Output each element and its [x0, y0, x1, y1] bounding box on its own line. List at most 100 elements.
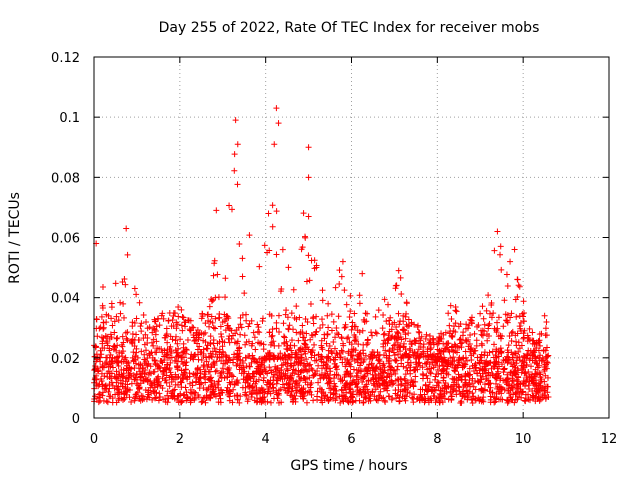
data-point — [483, 307, 490, 314]
data-point — [209, 388, 216, 395]
data-point — [413, 363, 420, 370]
y-tick-label: 0 — [72, 412, 80, 427]
data-point — [316, 385, 323, 392]
data-point — [455, 361, 462, 368]
data-point — [402, 377, 409, 384]
data-point — [97, 324, 104, 331]
data-point — [104, 399, 111, 406]
data-point — [268, 339, 275, 346]
data-point — [130, 349, 137, 356]
data-point — [122, 384, 129, 391]
data-point — [283, 380, 290, 387]
data-point — [492, 374, 499, 381]
data-point — [183, 389, 190, 396]
data-point — [324, 331, 331, 338]
data-point — [249, 370, 256, 377]
data-point — [187, 317, 194, 324]
data-point — [203, 345, 210, 352]
data-point — [158, 358, 165, 365]
data-point — [339, 359, 346, 366]
data-point — [433, 395, 440, 402]
data-point — [242, 341, 249, 348]
data-point — [334, 330, 341, 337]
data-point — [437, 387, 444, 394]
data-point — [520, 298, 527, 305]
data-point — [514, 276, 521, 283]
data-point — [514, 293, 521, 300]
data-point — [202, 320, 209, 327]
data-point — [269, 223, 276, 230]
data-point — [252, 346, 259, 353]
data-point — [307, 336, 314, 343]
data-point — [381, 378, 388, 385]
data-point — [156, 390, 163, 397]
data-point — [243, 392, 250, 399]
data-point — [486, 388, 493, 395]
data-point — [466, 340, 473, 347]
data-point — [356, 292, 363, 299]
data-point — [398, 336, 405, 343]
data-point — [210, 324, 217, 331]
data-point — [123, 225, 130, 232]
data-point — [395, 351, 402, 358]
data-point — [131, 376, 138, 383]
data-point — [105, 312, 112, 319]
data-point — [403, 300, 410, 307]
data-point — [169, 388, 176, 395]
data-point — [529, 357, 536, 364]
data-point — [182, 362, 189, 369]
data-point — [136, 299, 143, 306]
data-point — [310, 397, 317, 404]
data-point — [98, 370, 105, 377]
data-point — [272, 366, 279, 373]
data-point — [508, 338, 515, 345]
data-point — [302, 316, 309, 323]
data-point — [111, 329, 118, 336]
data-point — [308, 354, 315, 361]
data-point — [259, 397, 266, 404]
data-point — [388, 326, 395, 333]
data-point — [508, 349, 515, 356]
data-point — [408, 341, 415, 348]
data-point — [473, 364, 480, 371]
data-point — [251, 334, 258, 341]
data-point — [333, 350, 340, 357]
data-point — [121, 391, 128, 398]
data-point — [397, 388, 404, 395]
data-point — [422, 335, 429, 342]
data-point — [509, 328, 516, 335]
data-point — [285, 388, 292, 395]
data-point — [311, 257, 318, 264]
data-point — [208, 313, 215, 320]
data-point — [195, 394, 202, 401]
data-point — [120, 314, 127, 321]
data-point — [227, 388, 234, 395]
data-point — [440, 331, 447, 338]
data-point — [343, 361, 350, 368]
data-point — [477, 396, 484, 403]
data-point — [123, 358, 130, 365]
data-point — [417, 391, 424, 398]
data-point — [224, 322, 231, 329]
y-tick-label: 0.12 — [51, 51, 80, 66]
data-point — [395, 330, 402, 337]
data-point — [476, 378, 483, 385]
data-point — [319, 287, 326, 294]
data-point — [207, 341, 214, 348]
data-point — [442, 380, 449, 387]
data-point — [330, 339, 337, 346]
data-point — [319, 321, 326, 328]
data-point — [330, 386, 337, 393]
data-point — [354, 356, 361, 363]
data-point — [478, 331, 485, 338]
data-point — [375, 371, 382, 378]
data-point — [414, 324, 421, 331]
data-point — [217, 330, 224, 337]
data-point — [269, 202, 276, 209]
x-tick-label: 4 — [262, 432, 270, 447]
data-point — [519, 389, 526, 396]
data-point — [181, 348, 188, 355]
data-point — [401, 395, 408, 402]
data-point — [420, 341, 427, 348]
